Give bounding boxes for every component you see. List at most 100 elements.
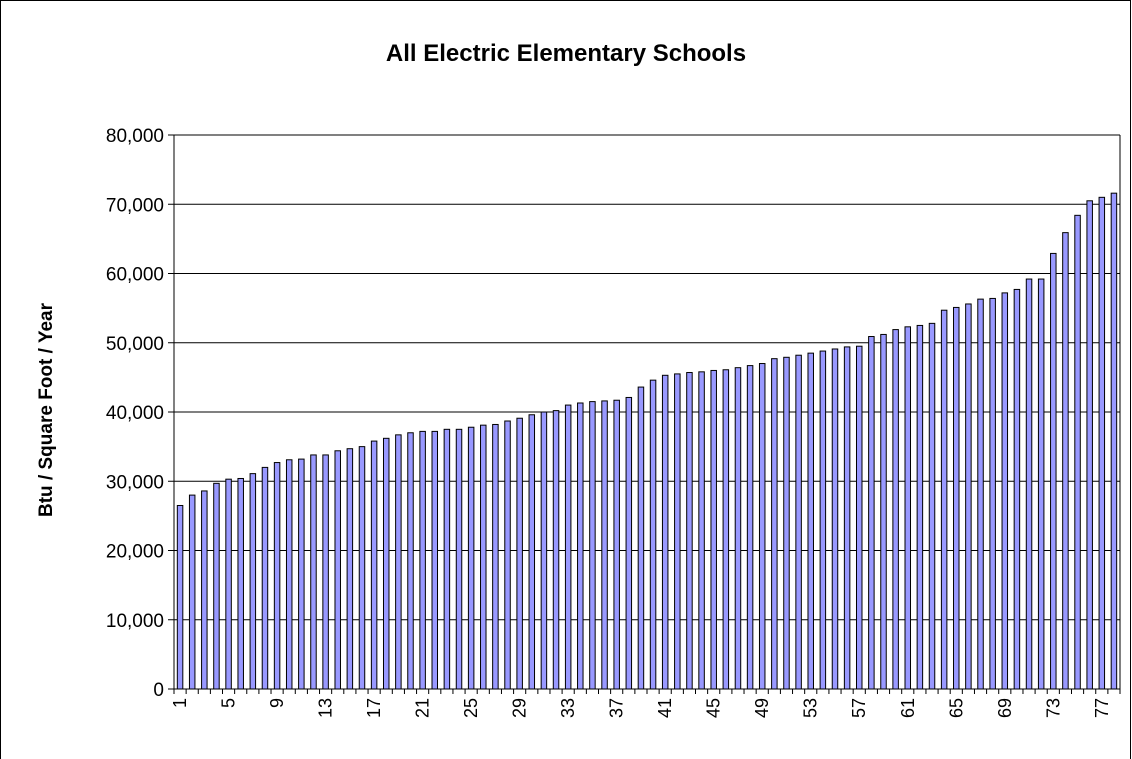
x-tick-label: 33	[558, 698, 578, 718]
x-tick-label: 5	[219, 698, 239, 708]
bar	[480, 424, 487, 690]
bar	[940, 309, 948, 690]
bar	[674, 373, 681, 690]
bar	[746, 365, 754, 690]
x-tick-label: 61	[898, 698, 918, 718]
bar	[358, 446, 366, 690]
bar	[528, 414, 536, 690]
bar	[855, 345, 863, 690]
bar	[1037, 278, 1045, 690]
bar	[904, 326, 912, 690]
bar	[880, 333, 887, 690]
bar	[601, 400, 608, 690]
bar	[552, 410, 560, 690]
bar	[201, 490, 208, 690]
bar	[977, 298, 984, 690]
bar	[758, 363, 766, 690]
bar	[589, 401, 596, 690]
x-tick-label: 29	[510, 698, 530, 718]
bar	[467, 426, 475, 690]
bar	[916, 324, 924, 690]
y-tick-label: 10,000	[106, 611, 164, 632]
x-tick-label: 17	[364, 698, 384, 718]
y-tick-label: 50,000	[106, 334, 164, 355]
bar	[443, 428, 451, 690]
x-tick-label: 57	[849, 698, 869, 718]
bar	[953, 306, 960, 690]
bar	[1098, 196, 1106, 690]
y-tick-label: 80,000	[106, 126, 164, 147]
bar	[188, 494, 196, 690]
bar	[661, 374, 669, 690]
bar	[1062, 232, 1069, 690]
bar	[892, 329, 899, 690]
bar	[686, 372, 693, 690]
bar	[613, 399, 620, 690]
y-tick-label: 70,000	[106, 195, 164, 216]
x-tick-label: 73	[1043, 698, 1063, 718]
y-tick-label: 20,000	[106, 542, 164, 563]
bar	[249, 473, 257, 690]
bar	[540, 411, 548, 690]
bar	[492, 423, 499, 690]
x-tick-label: 1	[170, 698, 190, 708]
bar	[965, 303, 972, 690]
bar	[795, 354, 802, 690]
bar	[1074, 214, 1081, 690]
bar	[625, 396, 633, 690]
bar	[395, 434, 402, 690]
bar	[237, 477, 244, 690]
bar	[783, 356, 790, 690]
x-tick-label: 49	[752, 698, 772, 718]
x-tick-label: 13	[316, 698, 336, 718]
bar	[649, 379, 657, 690]
x-tick-label: 25	[461, 698, 481, 718]
bar	[637, 386, 645, 690]
bar	[382, 437, 390, 690]
bar	[843, 346, 851, 690]
bar	[285, 459, 293, 690]
bar	[322, 454, 329, 690]
bar	[310, 454, 317, 690]
bar	[734, 367, 742, 690]
bar	[298, 458, 305, 690]
bar	[213, 482, 220, 690]
bar	[346, 448, 354, 690]
bar	[419, 430, 426, 690]
y-tick-label: 0	[153, 680, 164, 701]
bar	[1013, 288, 1021, 690]
bar	[407, 432, 414, 690]
bar	[771, 358, 778, 690]
bar	[577, 402, 584, 690]
bar	[1025, 278, 1033, 690]
bar	[176, 504, 184, 690]
bar	[225, 478, 232, 690]
y-tick-label: 30,000	[106, 472, 164, 493]
bar	[261, 466, 269, 690]
x-tick-label: 53	[801, 698, 821, 718]
bar	[819, 350, 827, 690]
bar	[455, 428, 463, 690]
x-tick-label: 41	[655, 698, 675, 718]
bar	[334, 450, 341, 690]
bar	[370, 440, 378, 690]
bar	[831, 348, 839, 690]
bar	[1086, 200, 1093, 690]
y-tick-label: 40,000	[106, 403, 164, 424]
bar	[989, 297, 996, 690]
x-tick-label: 77	[1092, 698, 1112, 718]
x-tick-label: 69	[995, 698, 1015, 718]
bar	[698, 371, 705, 690]
bar	[807, 352, 814, 690]
x-tick-label: 65	[946, 698, 966, 718]
bar	[928, 322, 936, 690]
chart-title: All Electric Elementary Schools	[385, 40, 747, 67]
bar	[273, 462, 281, 690]
bar	[722, 369, 730, 690]
x-tick-label: 9	[267, 698, 287, 708]
bar	[1110, 192, 1118, 690]
bar	[504, 420, 511, 690]
bar	[564, 404, 572, 690]
bar	[710, 369, 717, 690]
